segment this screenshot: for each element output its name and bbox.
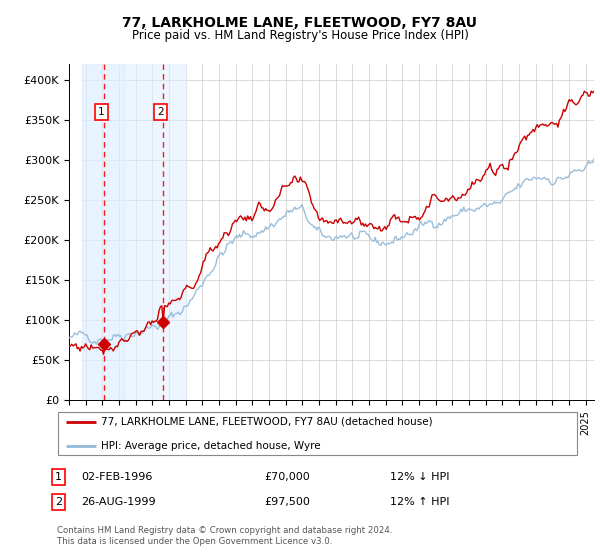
Text: 26-AUG-1999: 26-AUG-1999 xyxy=(81,497,155,507)
Text: 2: 2 xyxy=(55,497,62,507)
Text: HPI: Average price, detached house, Wyre: HPI: Average price, detached house, Wyre xyxy=(101,441,321,451)
Text: 2: 2 xyxy=(157,108,164,118)
Bar xyxy=(69,64,82,400)
Text: 12% ↓ HPI: 12% ↓ HPI xyxy=(390,472,449,482)
Text: 1: 1 xyxy=(98,108,104,118)
FancyBboxPatch shape xyxy=(58,412,577,455)
Text: Price paid vs. HM Land Registry's House Price Index (HPI): Price paid vs. HM Land Registry's House … xyxy=(131,29,469,42)
Text: 02-FEB-1996: 02-FEB-1996 xyxy=(81,472,152,482)
Text: £70,000: £70,000 xyxy=(264,472,310,482)
Bar xyxy=(124,64,185,400)
Text: 1: 1 xyxy=(55,472,62,482)
Bar xyxy=(82,64,124,400)
Text: £97,500: £97,500 xyxy=(264,497,310,507)
Text: 12% ↑ HPI: 12% ↑ HPI xyxy=(390,497,449,507)
Text: Contains HM Land Registry data © Crown copyright and database right 2024.
This d: Contains HM Land Registry data © Crown c… xyxy=(57,526,392,546)
Text: 77, LARKHOLME LANE, FLEETWOOD, FY7 8AU (detached house): 77, LARKHOLME LANE, FLEETWOOD, FY7 8AU (… xyxy=(101,417,433,427)
Text: 77, LARKHOLME LANE, FLEETWOOD, FY7 8AU: 77, LARKHOLME LANE, FLEETWOOD, FY7 8AU xyxy=(122,16,478,30)
